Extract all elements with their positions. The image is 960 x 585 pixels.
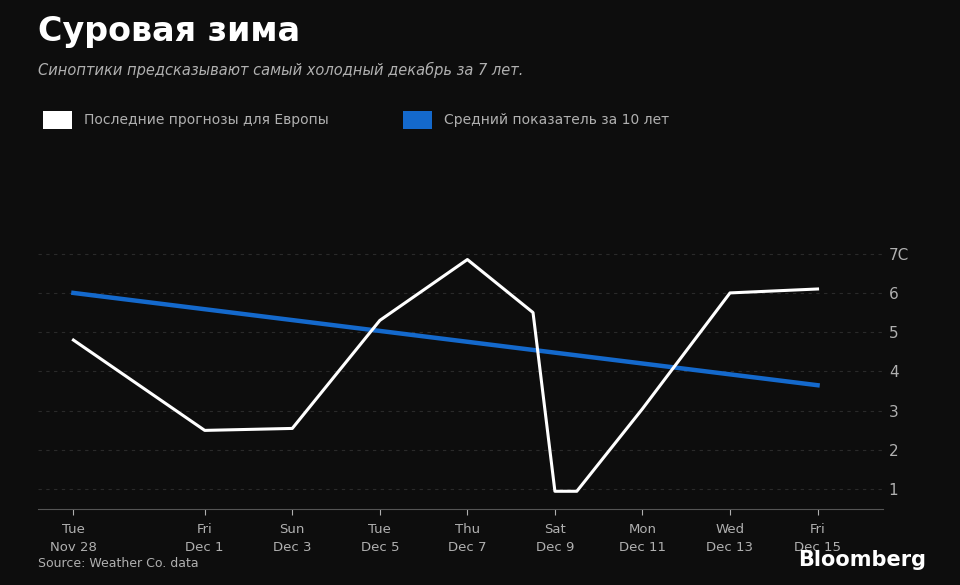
Text: Последние прогнозы для Европы: Последние прогнозы для Европы	[84, 113, 328, 127]
Text: Bloomberg: Bloomberg	[799, 550, 926, 570]
Text: Source: Weather Co. data: Source: Weather Co. data	[38, 558, 199, 570]
Text: Средний показатель за 10 лет: Средний показатель за 10 лет	[444, 113, 669, 127]
Text: Синоптики предсказывают самый холодный декабрь за 7 лет.: Синоптики предсказывают самый холодный д…	[38, 61, 524, 78]
Text: Суровая зима: Суровая зима	[38, 15, 300, 47]
X-axis label: Date: Date	[444, 584, 477, 585]
